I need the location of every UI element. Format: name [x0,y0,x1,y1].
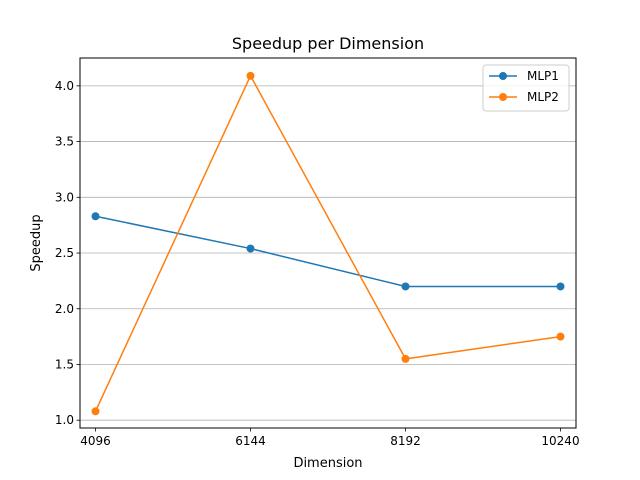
y-tick-label: 3.5 [55,135,74,149]
y-axis: 1.0 1.5 2.0 2.5 3.0 3.5 4.0 [55,79,80,427]
legend: MLP1 MLP2 [482,64,570,112]
x-tick-label: 6144 [235,434,266,448]
y-tick-label: 1.5 [55,357,74,371]
data-point [246,244,255,253]
x-tick-label: 10240 [541,434,579,448]
legend-swatch-marker [499,72,507,80]
data-point [556,282,565,291]
y-axis-label: Speedup [29,214,44,271]
y-tick-label: 2.5 [55,246,74,260]
y-tick-label: 2.0 [55,302,74,316]
series-layer [91,71,565,416]
series-line [95,215,561,288]
legend-label: MLP1 [527,69,559,83]
series-mlp1 [91,212,565,291]
x-axis-label: Dimension [293,456,362,471]
y-tick-label: 4.0 [55,79,74,93]
data-point [91,407,100,416]
y-tick-label: 3.0 [55,190,74,204]
data-point [91,212,100,221]
x-axis: 4096 6144 8192 10240 [80,428,580,448]
data-point [401,282,410,291]
legend-label: MLP2 [527,90,559,104]
data-point [401,354,410,363]
y-tick-label: 1.0 [55,413,74,427]
x-tick-label: 8192 [390,434,421,448]
legend-items: MLP1 MLP2 [489,69,559,104]
plot-frame [79,57,577,429]
data-point [246,71,255,80]
series-line [94,74,561,412]
data-point [556,332,565,341]
legend-swatch-marker [499,93,507,101]
chart-title: Speedup per Dimension [232,34,424,53]
x-tick-label: 4096 [80,434,111,448]
series-mlp2 [91,71,565,416]
